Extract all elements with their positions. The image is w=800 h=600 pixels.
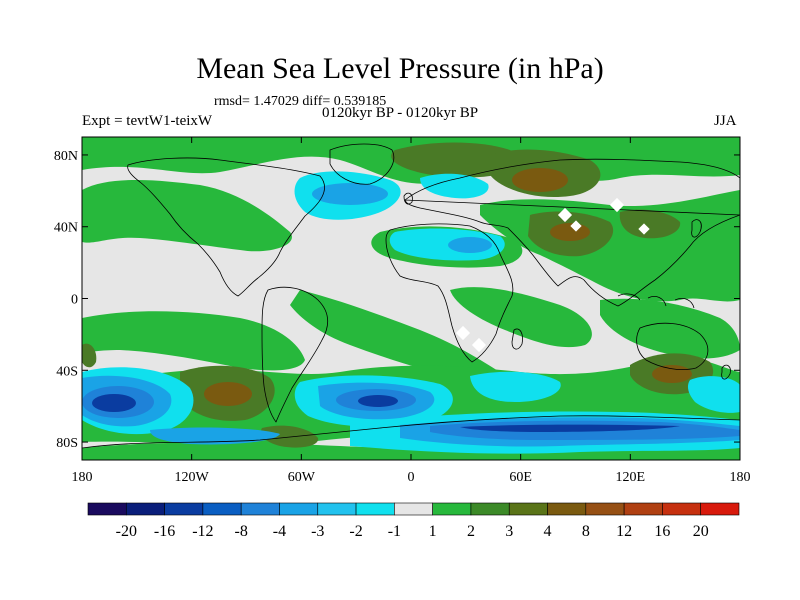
axis-ticks [81, 137, 741, 460]
lon-tick-label: 180 [72, 470, 93, 485]
anomaly-brown [550, 223, 590, 241]
coastline-north-america [127, 157, 325, 297]
anomaly-olive [82, 343, 97, 368]
anomaly-green [290, 290, 504, 385]
coastline-africa [385, 223, 514, 363]
colorbar-label: -8 [235, 523, 248, 540]
coastline-maritime-continent [617, 293, 695, 309]
anomaly-green [450, 287, 592, 348]
lat-tick-label: 80S [56, 436, 78, 451]
anomaly-olive [619, 209, 681, 239]
colorbar-label: -20 [116, 523, 137, 540]
colorbar-swatch [394, 502, 433, 516]
anomaly-darkblue [92, 394, 136, 412]
period-text: 0120kyr BP - 0120kyr BP [322, 105, 479, 121]
stats-text: rmsd= 1.47029 diff= 0.539185 [214, 94, 387, 109]
anomaly-brown [512, 168, 568, 192]
axis-tick-labels: 80N 40N 0 40S 80S 180 120W 60W 0 60E 120E 180 [54, 149, 751, 485]
masked-patch [557, 207, 573, 223]
anomaly-green [82, 311, 305, 371]
colorbar-label: 8 [582, 523, 590, 540]
colorbar-label: -1 [388, 523, 401, 540]
masked-patch [570, 220, 582, 232]
colorbar-label: -16 [154, 523, 175, 540]
coastline-new-zealand [721, 364, 731, 380]
colorbar-swatch [202, 502, 242, 516]
colorbar-label: -4 [273, 523, 286, 540]
masked-patch [471, 337, 487, 353]
coastline-australia [636, 322, 709, 370]
colorbar: -20 -16 -12 -8 -4 -3 -2 -1 1 2 3 4 8 12 16 20 [87, 502, 740, 540]
anomaly-lightblue [150, 427, 280, 445]
lat-tick-label: 80N [54, 149, 78, 164]
coastline-madagascar [511, 328, 523, 350]
coastline-south-america [261, 286, 328, 423]
anomaly-lightblue [448, 237, 492, 253]
colorbar-label: 2 [467, 523, 475, 540]
colorbar-label: -3 [311, 523, 324, 540]
anomaly-olive [391, 142, 518, 178]
colorbar-swatch [355, 502, 395, 516]
lat-tick-label: 40S [56, 364, 78, 379]
lon-tick-label: 60W [288, 470, 316, 485]
anomaly-cyan [420, 173, 489, 199]
colorbar-swatch [87, 502, 127, 516]
coastline-antarctica [82, 415, 740, 449]
colorbar-swatch [317, 502, 357, 516]
colorbar-swatch [432, 502, 472, 516]
lat-tick-label: 0 [71, 293, 78, 308]
coastline-eurasia [404, 158, 740, 307]
colorbar-label: 16 [654, 523, 670, 540]
colorbar-label: 4 [544, 523, 552, 540]
colorbar-swatch [279, 502, 319, 516]
anomaly-brown [204, 382, 252, 406]
masked-patches [455, 197, 650, 353]
lon-tick-label: 120W [175, 470, 210, 485]
anomaly-lightblue [312, 183, 388, 205]
season-label: JJA [714, 113, 737, 129]
colorbar-swatch [470, 502, 510, 516]
anomaly-green [600, 298, 740, 359]
colorbar-label: 20 [693, 523, 709, 540]
experiment-label: Expt = tevtW1-teixW [82, 113, 213, 129]
anomaly-cyan [470, 371, 561, 402]
map-title: Mean Sea Level Pressure (in hPa) [196, 52, 604, 85]
anomaly-cyan [687, 376, 740, 413]
colorbar-label: 3 [505, 523, 513, 540]
colorbar-swatch [585, 502, 625, 516]
anomaly-olive [260, 425, 319, 448]
coastline-greenland [329, 143, 395, 185]
colorbar-label: -2 [349, 523, 362, 540]
masked-patch [609, 197, 625, 213]
colorbar-swatch [125, 502, 165, 516]
coastline-uk [403, 192, 413, 205]
coastline-japan [691, 219, 702, 238]
colorbar-swatch [508, 502, 548, 516]
lon-tick-label: 180 [730, 470, 751, 485]
masked-patch [638, 223, 650, 235]
coastlines [82, 143, 740, 449]
colorbar-label: 12 [616, 523, 632, 540]
anomaly-darkblue [460, 424, 680, 432]
colorbar-swatch [547, 502, 587, 516]
anomaly-brown [652, 365, 692, 383]
colorbar-label: -12 [192, 523, 213, 540]
colorbar-swatch [164, 502, 204, 516]
lon-tick-label: 120E [616, 470, 646, 485]
colorbar-swatch [700, 502, 740, 516]
lon-tick-label: 0 [408, 470, 415, 485]
colorbar-swatch [240, 502, 280, 516]
anomaly-green [82, 180, 292, 252]
colorbar-swatch [662, 502, 702, 516]
lon-tick-label: 60E [509, 470, 532, 485]
lat-tick-label: 40N [54, 221, 78, 236]
colorbar-label: 1 [429, 523, 437, 540]
colorbar-swatch [623, 502, 663, 516]
anomaly-darkblue [358, 395, 398, 407]
masked-patch [455, 325, 471, 341]
